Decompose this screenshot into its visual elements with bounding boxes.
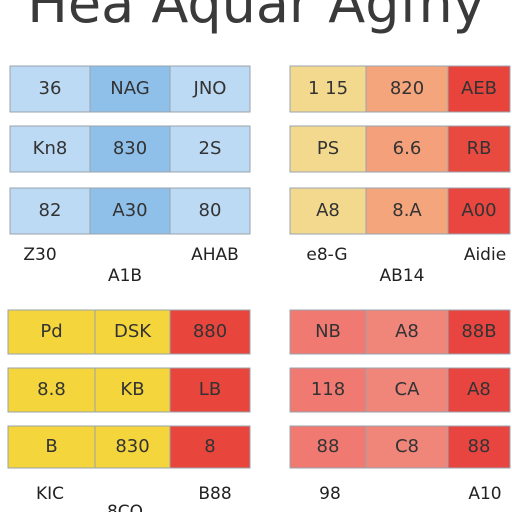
cell	[7, 425, 96, 469]
cell	[289, 367, 367, 413]
cell-text: 88	[317, 436, 340, 457]
cell	[447, 187, 511, 235]
cell-text: AEB	[461, 78, 497, 99]
cell	[289, 125, 367, 173]
cell	[365, 125, 449, 173]
cell	[365, 425, 449, 469]
cell	[365, 187, 449, 235]
cell-text: A8	[316, 200, 340, 221]
grid-label: Aidie	[464, 245, 506, 265]
grid-label: KIC	[36, 484, 64, 504]
cell	[9, 187, 91, 235]
cell-text: 880	[193, 321, 227, 342]
grid-label: A1B	[108, 266, 142, 286]
cell-text: C8	[395, 436, 419, 457]
grid-label: A10	[468, 484, 501, 504]
cell	[94, 367, 171, 413]
cell	[289, 187, 367, 235]
cell-text: 820	[390, 78, 424, 99]
cell	[447, 125, 511, 173]
cell-text: B	[45, 436, 57, 457]
grid-label: Z30	[23, 245, 56, 265]
cell	[89, 125, 171, 173]
grid-label: B88	[198, 484, 231, 504]
cell-text: 830	[115, 436, 149, 457]
cell	[94, 309, 171, 355]
cell-text: PS	[317, 138, 339, 159]
cell	[289, 309, 367, 355]
cell	[169, 125, 251, 173]
cell-text: 82	[39, 200, 62, 221]
cell-text: 88	[468, 436, 491, 457]
cell-text: 830	[113, 138, 147, 159]
cell	[7, 367, 96, 413]
cell-text: 2S	[199, 138, 222, 159]
cell-text: 80	[199, 200, 222, 221]
cell	[89, 65, 171, 113]
cell-text: 8.A	[392, 200, 422, 221]
cell	[289, 65, 367, 113]
cell	[447, 309, 511, 355]
cell-text: NAG	[110, 78, 149, 99]
cell	[289, 425, 367, 469]
cell	[169, 367, 251, 413]
grid-label: AB14	[380, 266, 425, 286]
grid-label: AHAB	[191, 245, 239, 265]
cell-text: Kn8	[33, 138, 68, 159]
cell-text: A8	[467, 379, 491, 400]
cell-text: KB	[120, 379, 144, 400]
cell-text: JNO	[193, 78, 227, 99]
cell-text: A30	[112, 200, 147, 221]
cell-text: LB	[199, 379, 221, 400]
grid-label: e8-G	[306, 245, 347, 265]
cell-text: NB	[315, 321, 341, 342]
cell-text: 6.6	[393, 138, 422, 159]
cell-text: A00	[461, 200, 496, 221]
cell	[169, 65, 251, 113]
cell-text: RB	[467, 138, 492, 159]
cell-text: Pd	[40, 321, 62, 342]
grid-label: 8CO	[107, 502, 143, 512]
cell-text: DSK	[114, 321, 152, 342]
cell-text: 36	[39, 78, 62, 99]
cell	[447, 65, 511, 113]
cell-text: 8	[204, 436, 215, 457]
title: Hea Aquar Agfny	[27, 0, 484, 35]
cell-text: 118	[311, 379, 345, 400]
cell	[169, 187, 251, 235]
cell-text: CA	[395, 379, 421, 400]
cell-text: A8	[395, 321, 419, 342]
cell	[169, 425, 251, 469]
grid-label: 98	[319, 484, 341, 504]
cell	[447, 425, 511, 469]
cell-text: 88B	[461, 321, 496, 342]
cell	[7, 309, 96, 355]
cell	[89, 187, 171, 235]
cell	[9, 65, 91, 113]
cell	[365, 309, 449, 355]
cell-text: 8.8	[37, 379, 66, 400]
cell	[447, 367, 511, 413]
cell	[169, 309, 251, 355]
cell-text: 1 15	[308, 78, 348, 99]
